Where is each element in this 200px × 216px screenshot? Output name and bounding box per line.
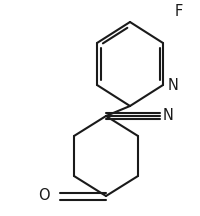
Text: N: N [168, 78, 179, 92]
Text: F: F [175, 5, 183, 19]
Text: N: N [163, 108, 174, 124]
Text: O: O [38, 189, 50, 203]
